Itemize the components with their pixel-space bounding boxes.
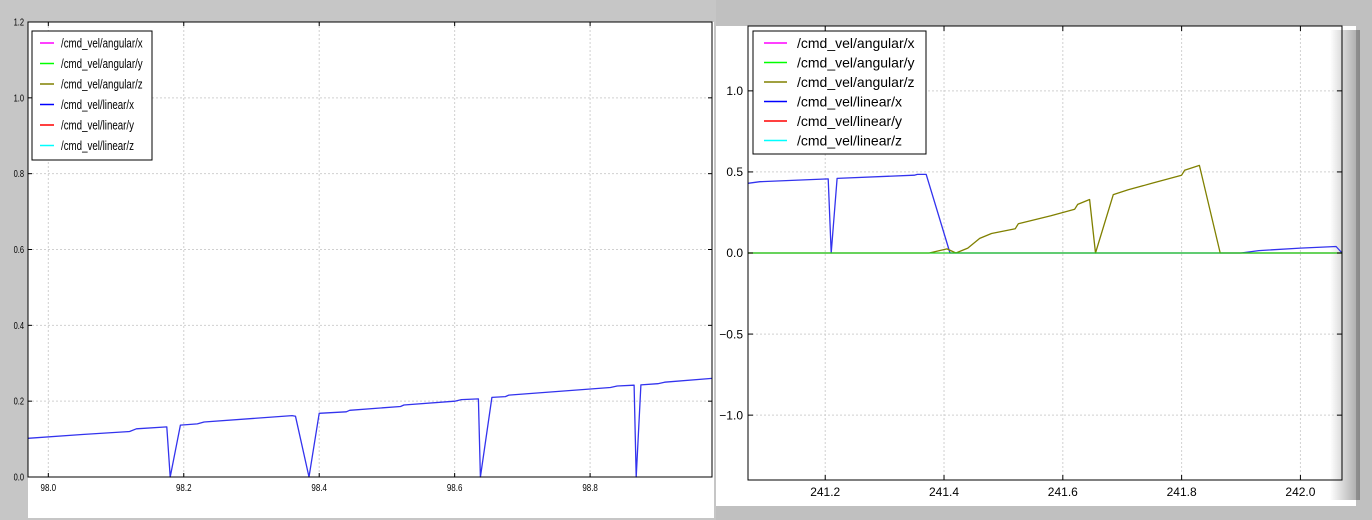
left-legend-label: /cmd_vel/linear/x (61, 99, 134, 112)
left-legend-box (31, 30, 153, 161)
left-y-tick-label: 0.4 (14, 320, 24, 331)
right-legend: /cmd_vel/angular/x/cmd_vel/angular/y/cmd… (752, 30, 927, 155)
right-x-tick-label: 241.6 (1048, 485, 1078, 499)
right-legend-box (752, 30, 927, 155)
right-x-tick-label: 241.2 (810, 485, 840, 499)
left-series-cmd_vel-linear-x (27, 377, 713, 478)
right-legend-label: /cmd_vel/linear/y (797, 113, 902, 129)
right-y-tick-label: 0.0 (726, 246, 743, 260)
left-x-tick-label: 98.6 (447, 482, 463, 493)
right-legend-label: /cmd_vel/angular/y (797, 55, 915, 71)
right-series-cmd_vel-linear-x (747, 173, 1343, 254)
left-legend-label: /cmd_vel/linear/y (61, 119, 134, 132)
right-legend-label: /cmd_vel/angular/x (797, 35, 915, 51)
right-legend-label: /cmd_vel/linear/z (797, 133, 902, 149)
right-legend-label: /cmd_vel/angular/z (797, 74, 915, 90)
right-x-tick-label: 241.8 (1167, 485, 1197, 499)
right-chart-group: 241.2 241.4 241.6 241.8 242.0 1.0 0.5 0.0 −0.5 −1… (719, 25, 1343, 499)
left-y-tick-label: 0.0 (14, 471, 24, 482)
right-legend-label: /cmd_vel/linear/x (797, 94, 902, 110)
right-y-tick-label: −0.5 (719, 327, 743, 341)
left-chart-group: 98.0 98.2 98.4 98.6 98.8 0.0 0.2 0.4 0.6 0.8 1.0 1.… (14, 16, 713, 493)
left-legend: /cmd_vel/angular/x/cmd_vel/angular/y/cmd… (31, 30, 153, 161)
left-legend-label: /cmd_vel/angular/z (61, 78, 143, 91)
left-legend-label: /cmd_vel/angular/x (61, 37, 143, 50)
right-y-tick-label: 1.0 (726, 84, 743, 98)
left-y-tick-label: 0.8 (14, 168, 24, 179)
right-y-tick-label: 0.5 (726, 165, 743, 179)
left-y-tick-label: 1.0 (14, 92, 24, 103)
right-series-cmd_vel-angular-z (748, 164, 1342, 254)
left-x-tick-label: 98.4 (311, 482, 327, 493)
right-x-tick-label: 242.0 (1285, 485, 1315, 499)
left-legend-label: /cmd_vel/angular/y (61, 58, 143, 71)
left-y-tick-label: 0.6 (14, 244, 24, 255)
left-x-tick-label: 98.2 (176, 482, 192, 493)
left-legend-label: /cmd_vel/linear/z (61, 140, 134, 153)
left-y-tick-label: 0.2 (14, 396, 24, 407)
right-y-tick-label: −1.0 (719, 408, 743, 422)
right-x-tick-label: 241.4 (929, 485, 959, 499)
left-x-tick-label: 98.8 (582, 482, 598, 493)
left-x-tick-label: 98.0 (41, 482, 57, 493)
left-y-tick-label: 1.2 (14, 16, 24, 27)
